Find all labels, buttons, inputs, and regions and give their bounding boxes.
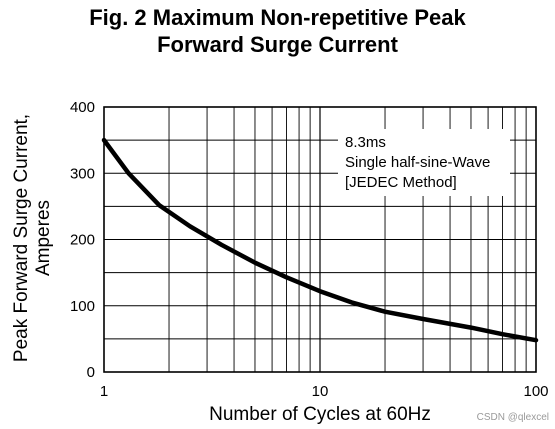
y-axis-label-line-1: Peak Forward Surge Current,: [11, 114, 32, 362]
x-tick-label: 1: [100, 383, 108, 400]
chart-title-line-1: Fig. 2 Maximum Non-repetitive Peak: [89, 5, 466, 30]
annotation-line-3: [JEDEC Method]: [345, 174, 457, 191]
y-tick-label: 200: [70, 232, 95, 249]
annotation-line-1: 8.3ms: [345, 134, 386, 151]
curve-layer: [101, 137, 539, 343]
y-tick-label: 100: [70, 298, 95, 315]
annotation-line-2: Single half-sine-Wave: [345, 154, 490, 171]
y-tick-label: 0: [87, 364, 95, 381]
y-axis-label-line-2: Amperes: [33, 200, 54, 276]
plot-frame: [103, 106, 537, 373]
y-tick-label: 300: [70, 165, 95, 182]
x-tick-label: 100: [523, 383, 548, 400]
y-tick-label: 400: [70, 99, 95, 116]
x-tick-label: 10: [312, 383, 329, 400]
surge-current-curve: [101, 137, 539, 343]
watermark: CSDN @qlexcel: [476, 412, 549, 423]
annotation-text: 8.3ms Single half-sine-Wave [JEDEC Metho…: [345, 134, 490, 191]
x-axis-label: Number of Cycles at 60Hz: [209, 404, 431, 425]
tick-labels: 0 100 200 300 400 1 10 100: [70, 99, 549, 400]
chart-title: Fig. 2 Maximum Non-repetitive Peak Forwa…: [0, 4, 555, 58]
annotation-background: [338, 129, 510, 196]
chart-title-line-2: Forward Surge Current: [157, 32, 398, 57]
